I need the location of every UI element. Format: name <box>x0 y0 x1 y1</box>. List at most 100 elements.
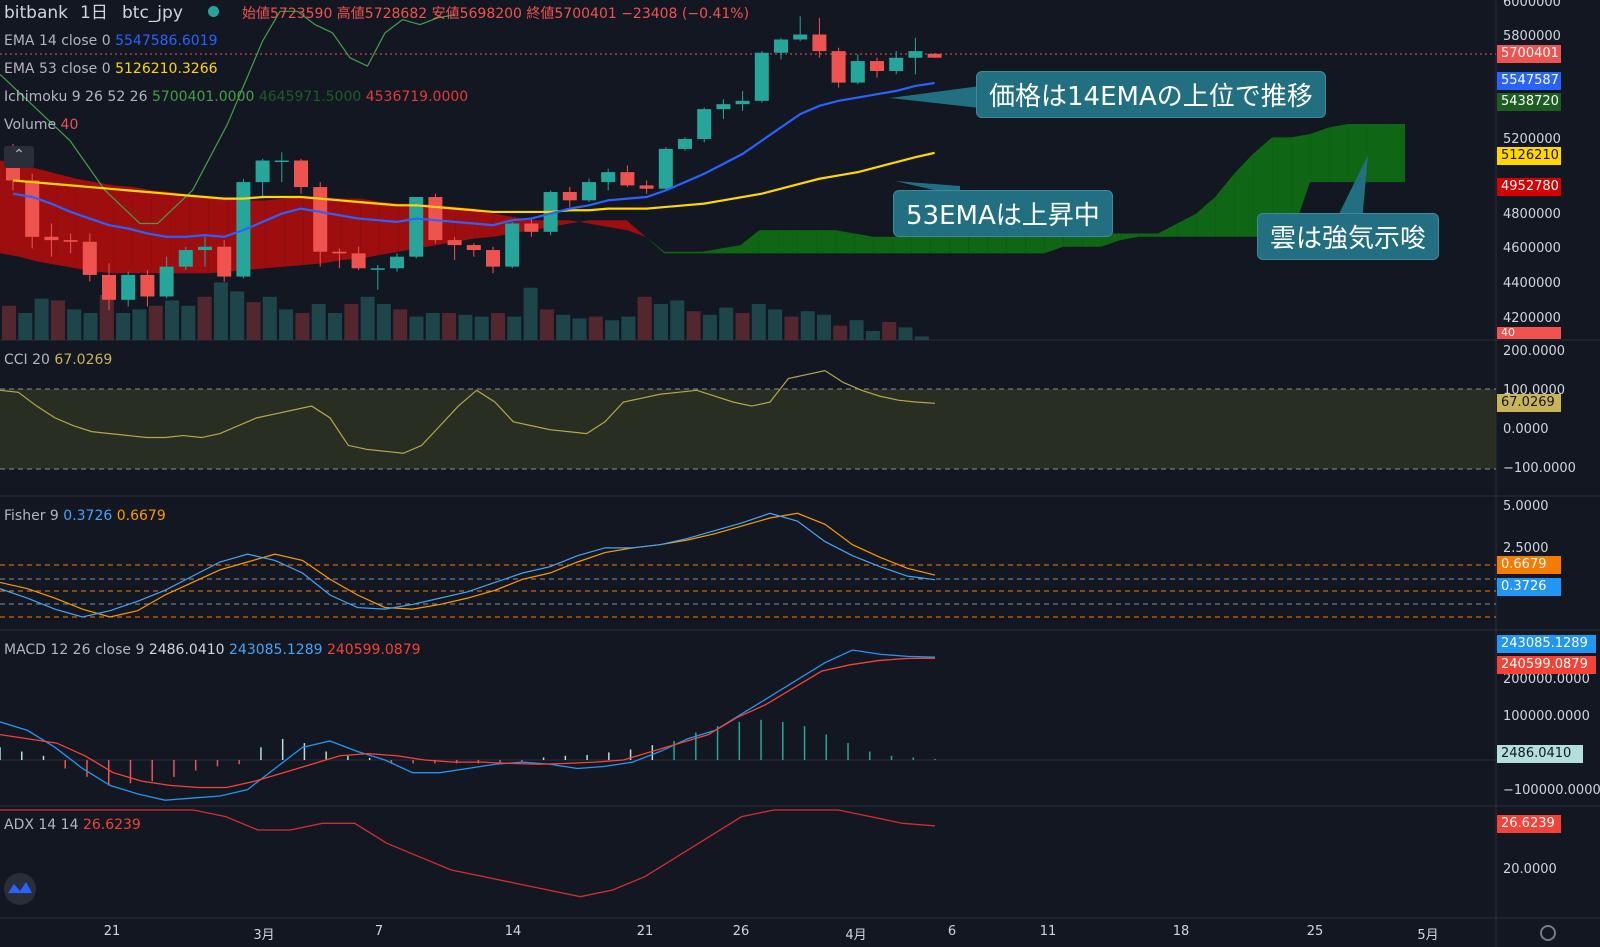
volume-bar <box>181 305 196 340</box>
plot-area[interactable] <box>0 0 1497 947</box>
cci-tick: 200.0000 <box>1503 344 1566 359</box>
legend-ema14-value: 5547586.6019 <box>115 33 218 49</box>
candle-body <box>678 138 692 149</box>
legend-adx[interactable]: ADX 14 14 26.6239 <box>4 816 141 834</box>
time-tick: 5月 <box>1417 928 1439 943</box>
volume-bar <box>621 316 636 340</box>
ichimoku-cloud-segment <box>341 198 361 260</box>
exchange-label: bitbank <box>4 3 69 23</box>
candle-body <box>774 39 788 53</box>
legend-ichimoku[interactable]: Ichimoku 9 26 52 26 5700401.0000 4645971… <box>4 88 468 106</box>
legend-cci[interactable]: CCI 20 67.0269 <box>4 351 112 369</box>
price-tick: 6000000 <box>1503 0 1561 10</box>
candle-body <box>524 223 539 232</box>
legend-volume[interactable]: Volume 40 <box>4 116 78 134</box>
volume-bar <box>833 325 848 340</box>
volume-bar <box>344 304 359 340</box>
ichimoku-cloud-segment <box>740 230 760 254</box>
volume-bar <box>914 336 929 340</box>
legend-ema14[interactable]: EMA 14 close 0 5547586.6019 <box>4 32 218 50</box>
candle-body <box>370 268 385 270</box>
price-tick: 5200000 <box>1503 132 1561 147</box>
candle-body <box>505 223 520 267</box>
volume-bar <box>735 313 750 340</box>
candle-body <box>927 53 942 58</box>
candle-body <box>274 160 289 163</box>
volume-bar <box>556 314 571 340</box>
macd-tag-signal: 240599.0879 <box>1497 656 1596 674</box>
legend-ema53-value: 5126210.3266 <box>115 61 218 77</box>
volume-bar <box>116 313 131 340</box>
price-tag-ema14: 5547587 <box>1497 72 1561 90</box>
ichimoku-cloud-segment <box>854 233 874 254</box>
volume-bar <box>34 298 49 340</box>
price-tag-span-b: 4952780 <box>1497 178 1561 196</box>
candle-body <box>658 148 673 189</box>
price-tick: 4600000 <box>1503 241 1561 256</box>
time-tick: 21 <box>636 924 654 939</box>
candle-body <box>466 245 481 251</box>
legend-fisher[interactable]: Fisher 9 0.3726 0.6679 <box>4 507 166 525</box>
volume-bar <box>442 313 457 340</box>
ichimoku-cloud-segment <box>1196 197 1216 237</box>
time-tick: 4月 <box>845 928 867 943</box>
interval-label[interactable]: 1日 <box>80 3 108 23</box>
ichimoku-cloud-segment <box>246 200 266 270</box>
tradingview-logo-icon <box>4 873 36 905</box>
ichimoku-cloud-segment <box>1006 233 1026 254</box>
price-tick: 5800000 <box>1503 29 1561 44</box>
ichimoku-cloud-segment <box>1272 137 1292 237</box>
ichimoku-cloud-segment <box>930 236 950 254</box>
chart-marks <box>0 10 1496 898</box>
volume-bar <box>637 296 652 340</box>
macd-tag-hist: 2486.0410 <box>1497 745 1583 763</box>
legend-fisher-v1: 0.3726 <box>63 508 113 524</box>
volume-bar <box>213 282 228 340</box>
candle-body <box>102 274 116 300</box>
cci-tick: −100.0000 <box>1503 461 1576 476</box>
candle-body <box>601 172 616 183</box>
volume-bar <box>83 313 98 340</box>
candle-body <box>486 250 500 267</box>
callout-pointer-ema14 <box>890 86 980 108</box>
symbol-label[interactable]: btc_jpy <box>122 3 183 23</box>
ichimoku-cloud-segment <box>1234 153 1254 237</box>
candle-body <box>582 182 596 201</box>
candle-body <box>447 240 462 246</box>
time-tick: 25 <box>1306 924 1324 939</box>
ichimoku-cloud-segment <box>778 230 798 254</box>
candle-body <box>351 253 366 269</box>
legend-macd-v3: 240599.0879 <box>326 642 421 658</box>
ichimoku-cloud-segment <box>607 220 627 231</box>
volume-bar <box>882 322 897 340</box>
macd-tag-macd: 243085.1289 <box>1497 635 1596 653</box>
volume-bar <box>605 320 620 340</box>
ichimoku-cloud-segment <box>1367 124 1387 183</box>
legend-ema53[interactable]: EMA 53 close 0 5126210.3266 <box>4 60 218 78</box>
candle-body <box>831 51 846 83</box>
legend-macd[interactable]: MACD 12 26 close 9 2486.0410 243085.1289… <box>4 641 421 659</box>
volume-bar <box>800 311 815 340</box>
settings-gear-icon[interactable] <box>1540 925 1556 941</box>
fisher-tick: 5.0000 <box>1503 499 1549 514</box>
ichimoku-cloud-segment <box>1139 233 1159 237</box>
volume-bar <box>572 318 587 340</box>
adx-tag: 26.6239 <box>1497 815 1561 833</box>
cci-band <box>0 389 1496 469</box>
candle-body <box>793 34 808 40</box>
ichimoku-cloud-segment <box>968 233 988 254</box>
price-tick: 4200000 <box>1503 311 1561 326</box>
legend-ema14-name: EMA 14 close 0 <box>4 33 111 49</box>
candle-body <box>82 241 97 275</box>
volume-bar <box>670 300 685 340</box>
candle-body <box>428 197 443 241</box>
volume-bar <box>246 302 261 340</box>
volume-bar <box>865 331 880 340</box>
volume-bar <box>18 313 33 340</box>
candle-body <box>198 246 212 251</box>
ichimoku-cloud-segment <box>588 220 608 227</box>
collapse-legend-button[interactable]: ⌃ <box>4 146 34 168</box>
ichimoku-cloud-segment <box>113 185 133 274</box>
